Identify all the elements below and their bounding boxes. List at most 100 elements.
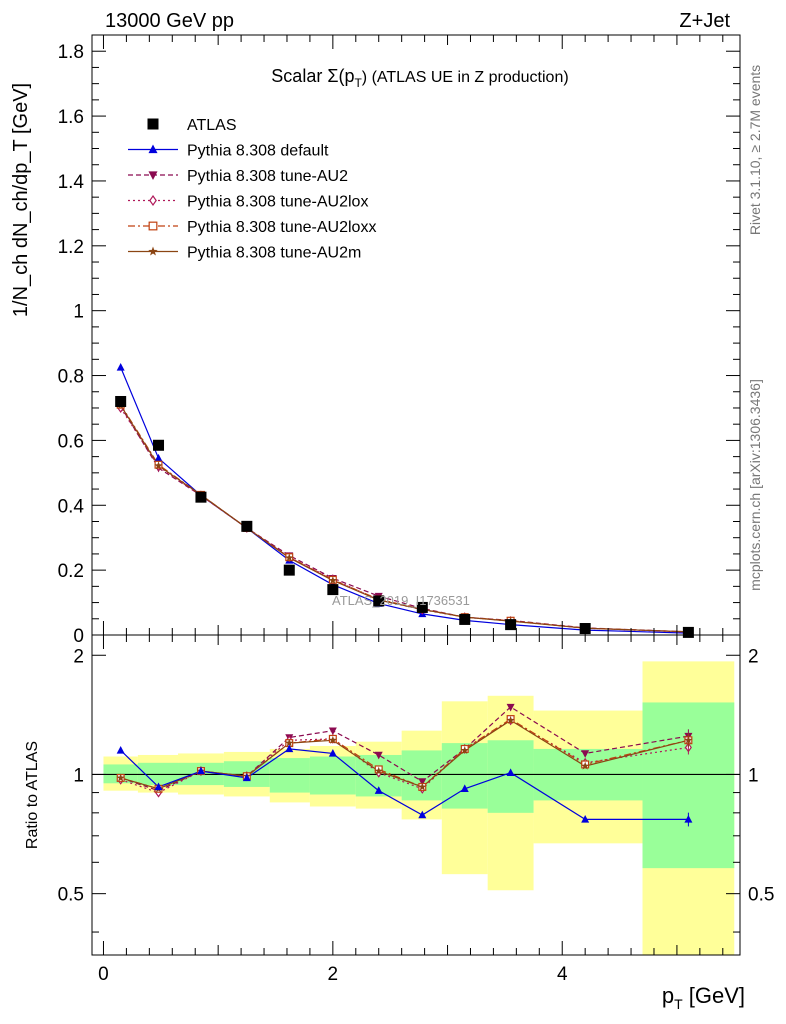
- ratio-marker-s1-p9: [506, 703, 515, 712]
- main-y-tick-label: 0: [73, 626, 84, 647]
- ratio-marker-s4-p5: [328, 735, 338, 744]
- ratio-marker-s0-p10: [581, 815, 590, 823]
- legend-item-0: ATLAS: [147, 117, 237, 134]
- main-series-line-1: [120, 367, 689, 634]
- main-marker-s0-p4: [283, 564, 295, 576]
- legend-item-5: Pythia 8.308 tune-AU2m: [128, 245, 361, 262]
- main-marker-s0-p8: [459, 613, 471, 625]
- main-marker-s5-p1: [154, 461, 163, 470]
- ratio-marker-s0-p1: [154, 782, 163, 791]
- header-left-title: 13000 GeV pp: [105, 10, 234, 32]
- main-y-tick-label: 0.8: [58, 367, 84, 388]
- legend-label-0: ATLAS: [187, 117, 237, 134]
- ratio-marker-s4-p4: [285, 738, 294, 747]
- header-right-title: Z+Jet: [679, 10, 730, 32]
- plot-title: Scalar Σ(pT) (ATLAS UE in Z production): [271, 66, 568, 90]
- main-y-tick-label: 1.8: [58, 42, 84, 63]
- main-series-line-5: [120, 405, 689, 633]
- legend-label-2: Pythia 8.308 tune-AU2: [187, 168, 348, 185]
- x-tick-label: 2: [328, 964, 339, 985]
- main-plot-panel: 0 0.2 0.4 0.6 0.8 1 1.2 1.4 1.6 1.8 ATLAS_2019_I1…: [10, 34, 741, 647]
- ratio-inner-band-4: [269, 758, 310, 793]
- main-marker-s0-p3: [241, 520, 253, 532]
- ratio-marker-s1-p7: [418, 778, 427, 786]
- main-marker-s0-p0: [115, 395, 127, 407]
- legend-item-1: Pythia 8.308 default: [128, 143, 329, 160]
- legend-label-5: Pythia 8.308 tune-AU2m: [187, 245, 361, 262]
- ratio-y-tick-label: 0.5: [58, 885, 84, 906]
- ratio-marker-s1-p5: [328, 727, 337, 736]
- main-marker-s0-p11: [682, 626, 694, 638]
- legend-item-2: Pythia 8.308 tune-AU2: [128, 168, 348, 185]
- main-y-tick-label: 1.2: [58, 237, 84, 258]
- ratio-marker-s0-p6: [374, 786, 383, 794]
- main-y-axis-label: 1/N_ch dN_ch/dp_T [GeV]: [10, 83, 32, 317]
- legend-marker-3: [149, 194, 157, 207]
- ratio-y-tick-label-right: 0.5: [748, 885, 774, 906]
- legend-item-3: Pythia 8.308 tune-AU2lox: [128, 194, 368, 211]
- ratio-marker-s0-p2: [196, 766, 205, 775]
- x-axis-label-sub: T: [674, 996, 683, 1012]
- ratio-marker-s0-p3: [242, 773, 251, 782]
- ratio-marker-s4-p6: [374, 766, 383, 775]
- ratio-marker-s4-p0: [116, 773, 125, 782]
- main-marker-s0-p5: [327, 584, 339, 596]
- ratio-y-tick-label: 2: [73, 646, 84, 667]
- legend-marker-1: [148, 144, 158, 154]
- analysis-watermark: ATLAS_2019_I1736531: [332, 593, 470, 608]
- main-y-tick-label: 0.6: [58, 431, 84, 452]
- main-y-tick-label: 0.4: [58, 496, 85, 517]
- rivet-label: Rivet 3.1.10, ≥ 2.7M events: [747, 65, 763, 235]
- ratio-y-axis-label: Ratio to ATLAS: [24, 741, 41, 849]
- legend: ATLAS Pythia 8.308 default Pythia 8.308 tu…: [128, 117, 376, 262]
- ratio-marker-s0-p8: [460, 784, 469, 792]
- main-y-tick-label: 0.2: [58, 561, 84, 582]
- ratio-series-line-1: [120, 706, 689, 792]
- main-y-tick-label: 1.6: [58, 107, 84, 128]
- x-axis-label: pT [GeV]: [662, 983, 745, 1012]
- main-marker-s5-p4: [285, 553, 294, 562]
- ratio-inner-band-5: [309, 756, 356, 795]
- plot-title-main: Scalar Σ(p: [271, 66, 354, 86]
- ratio-marker-s1-p6: [374, 751, 383, 760]
- ratio-marker-s0-p0: [116, 746, 125, 754]
- ratio-series-line-0: [120, 748, 689, 821]
- legend-marker-5: [148, 246, 158, 256]
- plot-title-sub: T: [354, 76, 362, 90]
- legend-marker-4: [148, 221, 158, 231]
- ratio-plot-frame: [91, 634, 741, 956]
- x-tick-label: 4: [557, 964, 568, 985]
- legend-label-1: Pythia 8.308 default: [187, 143, 329, 160]
- ratio-marker-s4-p7: [418, 782, 427, 791]
- ratio-plot-panel: 0.5 0.5 1 1 2 2 0 2 4 Ratio to ATLAS pT [GeV]: [24, 634, 774, 1012]
- plot-title-rest: ) (ATLAS UE in Z production): [362, 69, 569, 86]
- ratio-y-tick-label: 1: [73, 765, 84, 786]
- ratio-marker-s4-p8: [460, 746, 469, 754]
- x-axis-label-rest: [GeV]: [683, 983, 745, 1008]
- main-marker-s0-p6: [373, 595, 385, 607]
- ratio-marker-s0-p7: [418, 810, 427, 819]
- main-marker-s1-p1: [154, 453, 163, 462]
- ratio-y-tick-label-right: 1: [748, 765, 759, 786]
- main-marker-s0-p2: [195, 491, 207, 503]
- legend-label-3: Pythia 8.308 tune-AU2lox: [187, 194, 368, 211]
- main-y-tick-label: 1: [73, 302, 84, 323]
- legend-item-4: Pythia 8.308 tune-AU2loxx: [128, 219, 376, 236]
- mcplots-label: mcplots.cern.ch [arXiv:1306.3436]: [747, 379, 763, 591]
- main-marker-s0-p1: [153, 439, 165, 451]
- main-marker-s1-p0: [116, 363, 125, 371]
- ratio-marker-s0-p9: [506, 768, 515, 776]
- main-marker-s0-p9: [505, 619, 517, 631]
- legend-marker-0: [147, 118, 159, 130]
- ratio-marker-s0-p4: [285, 744, 294, 753]
- main-marker-s5-p5: [328, 576, 338, 585]
- main-marker-s0-p7: [416, 601, 428, 613]
- ratio-inner-band-9: [487, 740, 534, 813]
- ratio-marker-s1-p10: [581, 750, 590, 758]
- x-tick-label: 0: [98, 964, 109, 985]
- ratio-marker-s4-p9: [506, 715, 515, 724]
- legend-marker-2: [148, 171, 158, 180]
- x-axis-label-main: p: [662, 983, 674, 1008]
- ratio-y-tick-label-right: 2: [748, 646, 759, 667]
